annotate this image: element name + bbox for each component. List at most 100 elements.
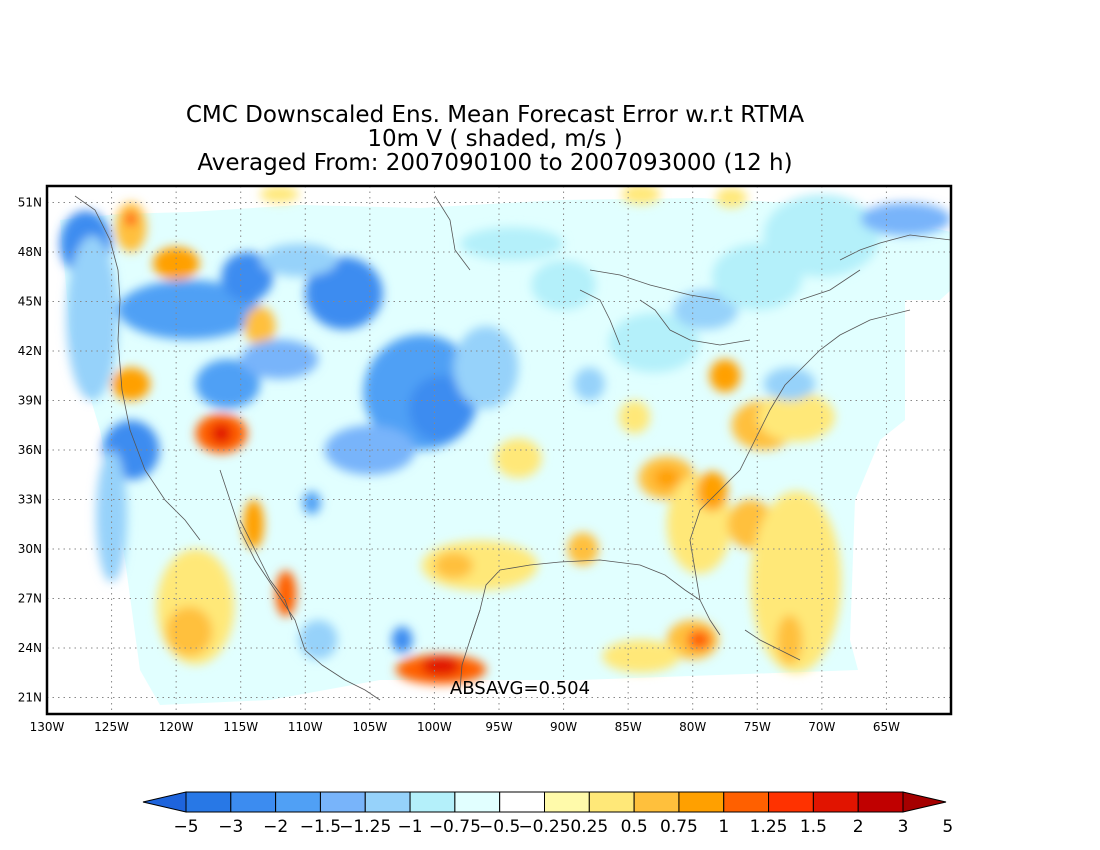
colorbar-box xyxy=(812,791,859,813)
colorbar-box xyxy=(768,791,814,813)
colorbar-label: 2 xyxy=(853,817,864,837)
map-title: CMC Downscaled Ens. Mean Forecast Error … xyxy=(185,102,805,128)
colorbar-arrow-low xyxy=(142,791,187,813)
shaded-region xyxy=(240,339,319,380)
colorbar-label: −2 xyxy=(263,817,288,837)
absavg-annotation: ABSAVG=0.504 xyxy=(450,678,590,699)
shaded-region xyxy=(712,243,803,310)
latitude-tick-label: 33N xyxy=(18,493,42,507)
longitude-tick-label: 115W xyxy=(223,720,258,734)
latitude-tick-label: 45N xyxy=(18,295,42,309)
colorbar-box xyxy=(588,791,635,813)
shaded-field xyxy=(59,186,951,685)
coastlines xyxy=(74,195,951,701)
colorbar-box xyxy=(544,791,590,813)
shaded-region xyxy=(460,227,564,261)
shaded-region xyxy=(221,252,273,302)
longitude-tick-label: 100W xyxy=(417,720,452,734)
colorbar-box xyxy=(857,791,904,813)
shaded-region xyxy=(776,615,803,665)
colorbar-box xyxy=(409,791,456,813)
colorbar-label: −0.5 xyxy=(479,817,520,837)
map-subtitle-period: Averaged From: 2007090100 to 2007093000 … xyxy=(197,150,793,176)
longitude-tick-label: 125W xyxy=(94,720,129,734)
shaded-region xyxy=(495,438,542,479)
shaded-region xyxy=(260,186,299,203)
latitude-tick-label: 24N xyxy=(18,641,42,655)
shaded-region xyxy=(715,187,747,208)
colorbar-box xyxy=(319,791,366,813)
shaded-region xyxy=(621,186,661,205)
colorbar-box xyxy=(633,791,680,813)
colorbar-box xyxy=(454,791,501,813)
colorbar-label: 0.25 xyxy=(570,817,608,837)
shaded-region xyxy=(453,326,519,409)
colorbar-label: −3 xyxy=(218,817,243,837)
shaded-region xyxy=(66,235,119,401)
shaded-region xyxy=(195,359,261,409)
latitude-tick-label: 51N xyxy=(18,196,42,210)
colorbar-label: 0.75 xyxy=(660,817,698,837)
longitude-tick-label: 85W xyxy=(615,720,642,734)
longitude-tick-label: 95W xyxy=(485,720,512,734)
shaded-region xyxy=(573,367,605,401)
colorbar-box xyxy=(678,791,725,813)
colorbar-labels: −5 −3 −2 −1.5−1.25 −1 −0.75−0.5−0.25 0.25 0.5 0.… xyxy=(173,817,953,837)
colorbar-box xyxy=(499,791,545,813)
map-subtitle-variable: 10m V ( shaded, m/s ) xyxy=(367,126,623,152)
shaded-region xyxy=(602,639,680,673)
shaded-region xyxy=(757,392,835,442)
shaded-region xyxy=(243,499,264,549)
shaded-region xyxy=(298,619,338,660)
shaded-region xyxy=(709,359,741,393)
shaded-region xyxy=(165,606,213,657)
latitude-tick-label: 30N xyxy=(18,542,42,556)
colorbar-label: −1 xyxy=(398,817,423,837)
shaded-region xyxy=(750,491,842,673)
longitude-tick-label: 90W xyxy=(550,720,577,734)
colorbar-label: −1.25 xyxy=(339,817,391,837)
shaded-region xyxy=(302,491,321,515)
shaded-region xyxy=(687,629,711,650)
colorbar-label: 0.5 xyxy=(621,817,648,837)
forecast-error-map: 130W 125W 120W 115W 110W 105W 100W 95W 90W 85W 80W… xyxy=(18,184,953,734)
colorbar-label: −0.25 xyxy=(518,817,570,837)
latitude-tick-label: 42N xyxy=(18,344,42,358)
shaded-region xyxy=(111,367,151,401)
colorbar-label: −0.75 xyxy=(429,817,481,837)
shaded-region xyxy=(567,532,599,566)
longitude-tick-label: 80W xyxy=(679,720,706,734)
latitude-tick-label: 21N xyxy=(18,691,42,705)
colorbar-boxes xyxy=(142,791,947,813)
shaded-region xyxy=(408,375,474,442)
shaded-region xyxy=(391,626,413,653)
colorbar-arrow-high xyxy=(902,791,947,813)
shaded-region xyxy=(608,313,700,373)
longitude-tick-labels: 130W 125W 120W 115W 110W 105W 100W 95W 90W 85W 80W… xyxy=(30,720,901,734)
colorbar-label: 1.25 xyxy=(750,817,788,837)
longitude-tick-label: 130W xyxy=(30,720,65,734)
shaded-region xyxy=(275,570,297,617)
colorbar-box xyxy=(185,791,232,813)
colorbar-box xyxy=(275,791,321,813)
shaded-region xyxy=(260,243,338,277)
map-frame xyxy=(45,184,953,716)
colorbar-label: 5 xyxy=(942,817,953,837)
colorbar-label: 1.5 xyxy=(800,817,827,837)
longitude-tick-label: 75W xyxy=(744,720,771,734)
colorbar-label: −1.5 xyxy=(300,817,341,837)
longitude-tick-label: 110W xyxy=(288,720,323,734)
shaded-region xyxy=(434,552,474,579)
longitude-tick-label: 105W xyxy=(352,720,387,734)
shaded-region xyxy=(118,280,261,340)
latitude-tick-label: 27N xyxy=(18,592,42,606)
shaded-region xyxy=(115,202,147,252)
shaded-region xyxy=(421,656,461,677)
colorbar-label: 3 xyxy=(898,817,909,837)
latitude-tick-label: 36N xyxy=(18,443,42,457)
shaded-region xyxy=(244,306,276,347)
shaded-region xyxy=(860,202,951,236)
colorbar-box xyxy=(723,791,770,813)
shaded-region xyxy=(653,468,680,488)
shaded-region xyxy=(305,256,383,330)
